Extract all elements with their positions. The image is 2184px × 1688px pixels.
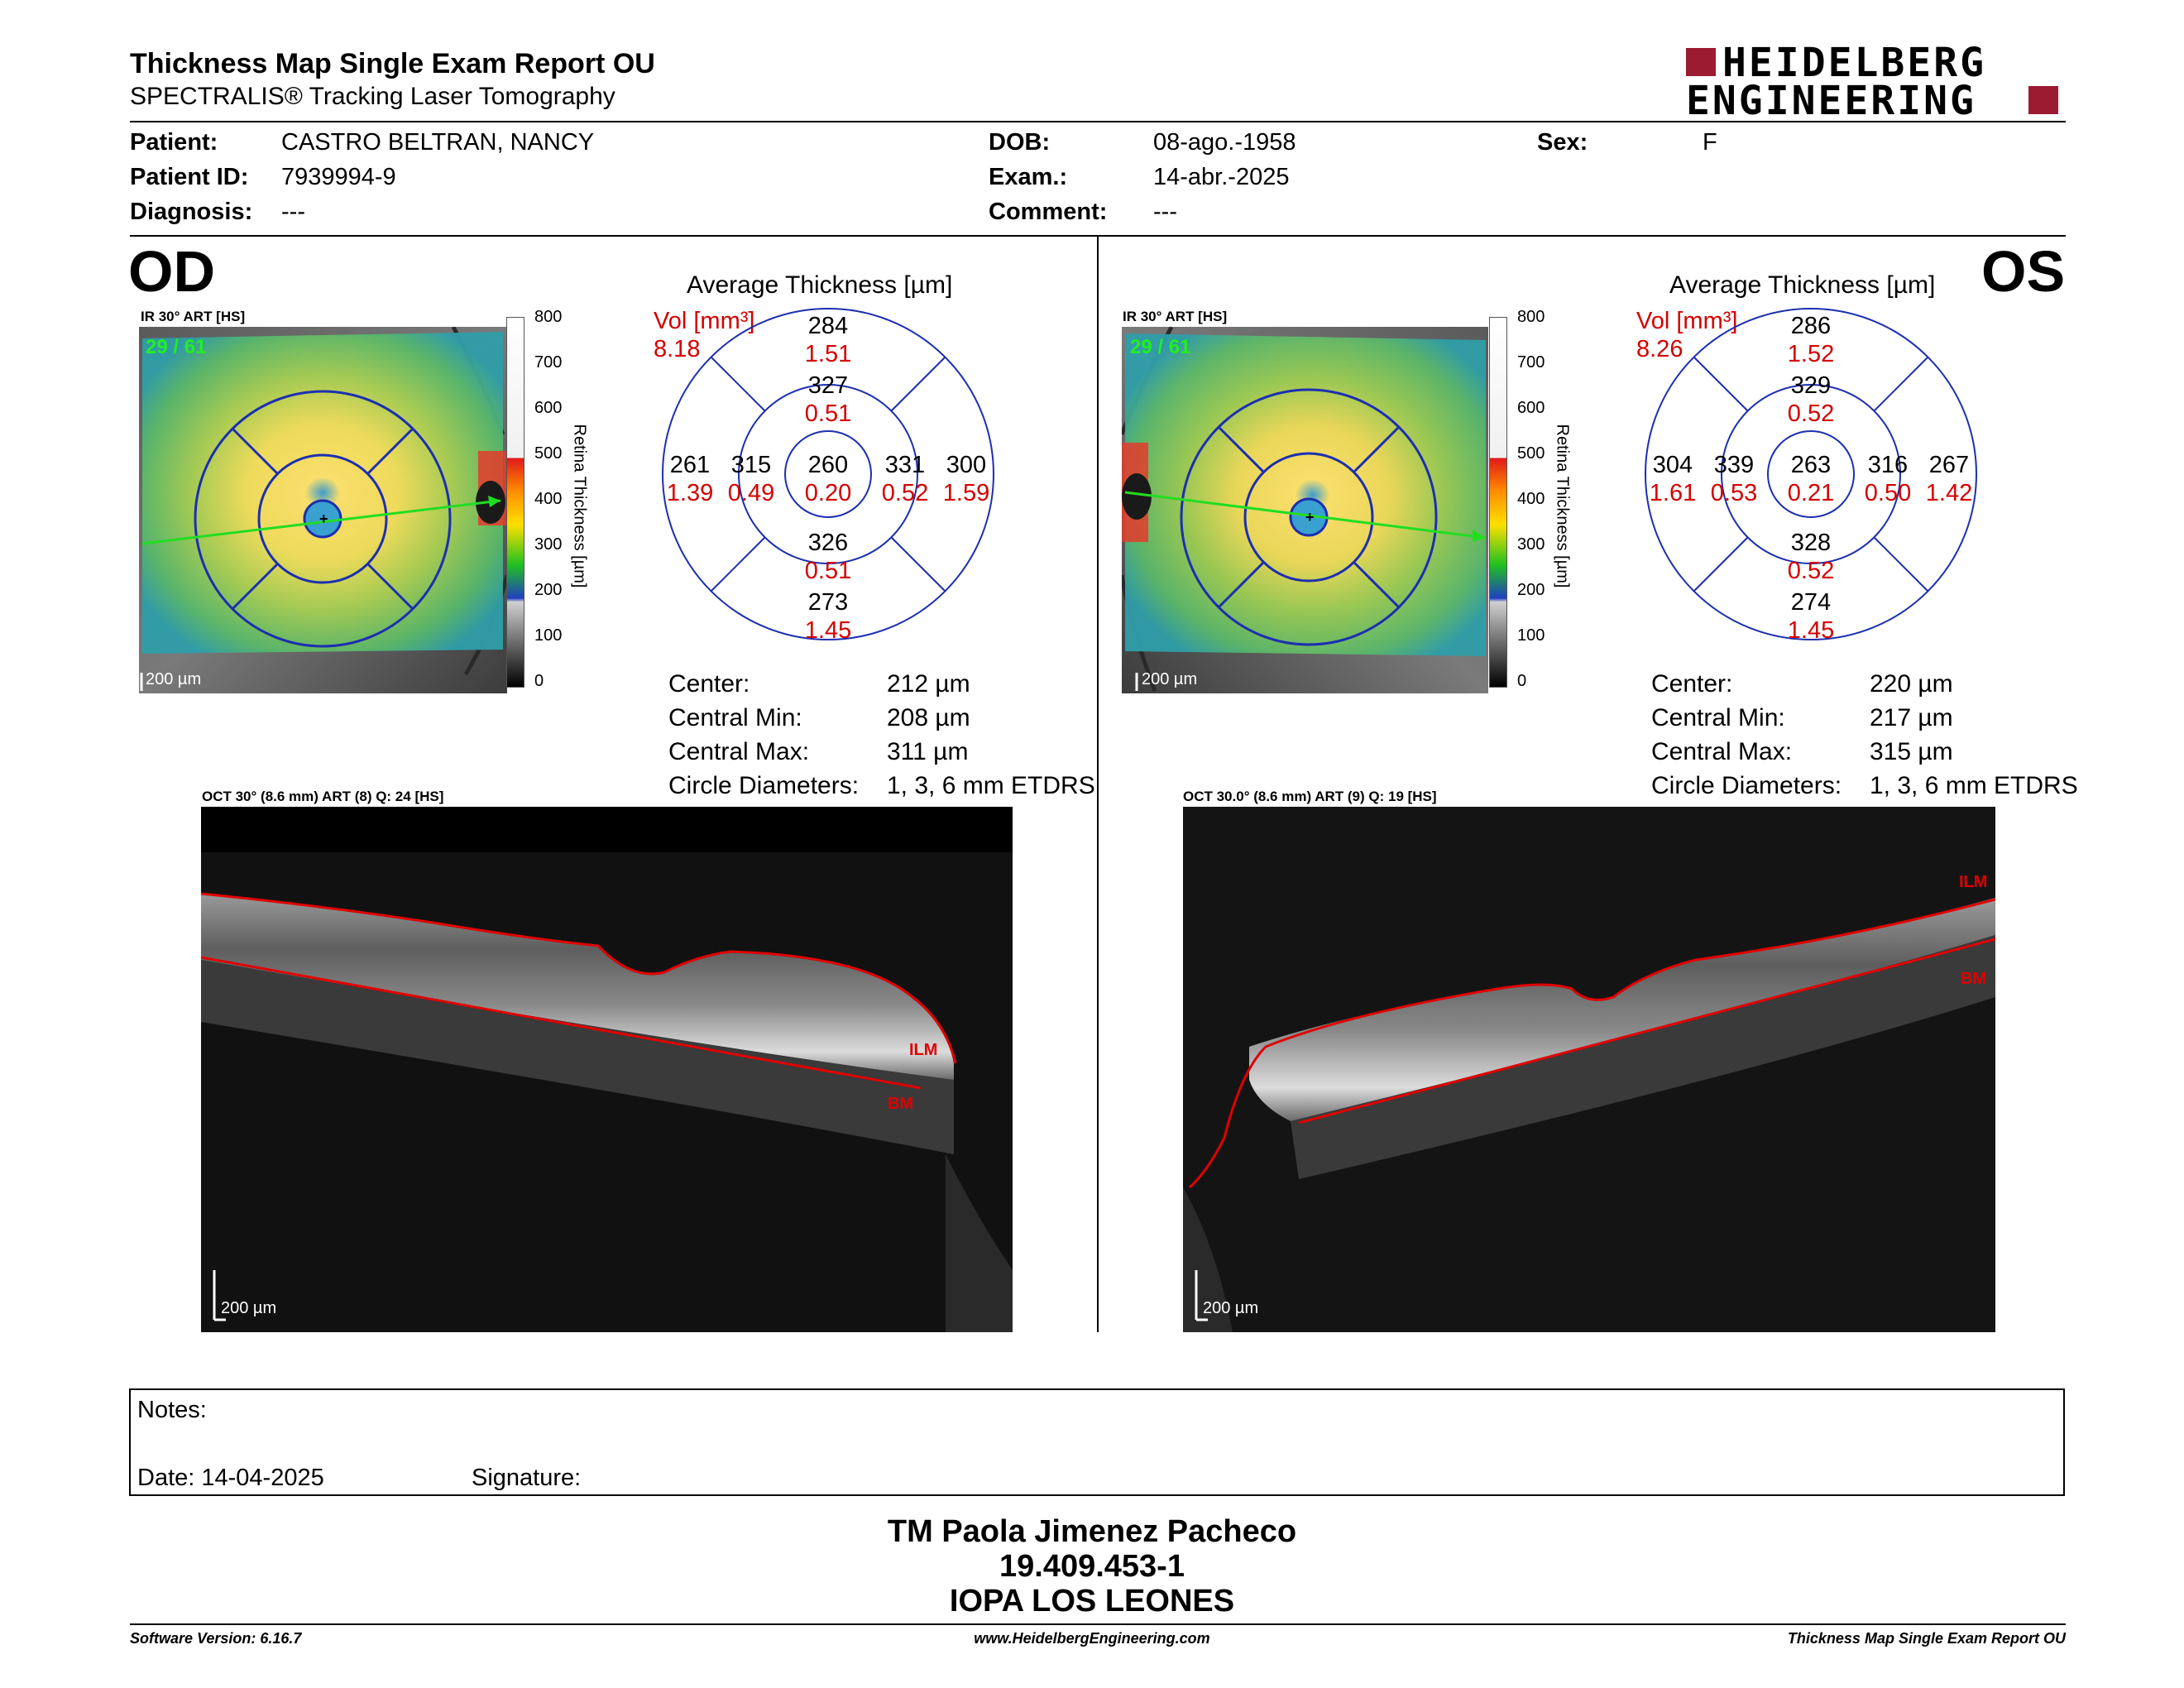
comment-value: ---: [1153, 199, 1177, 225]
software-version: Software Version: 6.16.7: [130, 1630, 302, 1647]
eye-label-od: OD: [128, 239, 215, 304]
od-max-value: 311 µm: [887, 738, 969, 765]
od-etdrs-values: 284 1.51 327 0.51 261 1.39 315 0.49 260 …: [666, 313, 990, 644]
diagnosis-value: ---: [281, 199, 305, 225]
od-etdrs-grid: [662, 308, 994, 640]
os-min-label: Central Min:: [1651, 704, 1785, 731]
od-diam-value: 1, 3, 6 mm ETDRS: [887, 772, 1095, 799]
logo-text-2: ENGINEERING: [1686, 78, 1976, 124]
os-diam-label: Circle Diameters:: [1651, 772, 1842, 799]
od-vol-value: 8.18: [654, 336, 701, 362]
os-avg-title: Average Thickness [µm]: [1669, 271, 1936, 299]
svg-text:+: +: [319, 511, 328, 527]
os-diam-value: 1, 3, 6 mm ETDRS: [1870, 772, 2078, 799]
os-colorbar-label: Retina Thickness [µm]: [1553, 424, 1572, 588]
os-oct-label: OCT 30.0° (8.6 mm) ART (9) Q: 19 [HS]: [1183, 789, 1437, 804]
os-ir-label: IR 30° ART [HS]: [1123, 309, 1228, 324]
os-thickness-map: + 200 µm 29 / 61: [1122, 327, 1488, 693]
os-max-label: Central Max:: [1651, 738, 1793, 765]
od-bm-label: BM: [888, 1095, 913, 1113]
od-colorbar-ticks: 800 700 600 500 400 300 200 100 0: [534, 308, 563, 690]
os-colorbar: [1489, 317, 1507, 688]
patient-id-value: 7939994-9: [281, 164, 396, 190]
os-map-scale: 200 µm: [1142, 670, 1197, 688]
od-colorbar: [506, 317, 524, 688]
footer-report-title: Thickness Map Single Exam Report OU: [1787, 1630, 2066, 1647]
header-divider: [130, 121, 2066, 122]
signer-institution: IOPA LOS LEONES: [949, 1584, 1235, 1618]
od-oct-label: OCT 30° (8.6 mm) ART (8) Q: 24 [HS]: [202, 789, 444, 804]
os-oct-bscan: ILM BM 200 µm: [1183, 807, 1995, 1332]
patient-id-label: Patient ID:: [130, 164, 249, 190]
svg-text:+: +: [1305, 509, 1315, 525]
report-title: Thickness Map Single Exam Report OU: [130, 48, 655, 79]
signer-name: TM Paola Jimenez Pacheco: [887, 1514, 1297, 1549]
eye-divider: [1097, 237, 1099, 1332]
patient-divider: [130, 235, 2066, 237]
os-center-label: Center:: [1651, 670, 1733, 698]
od-min-label: Central Min:: [668, 704, 802, 731]
od-colorbar-label: Retina Thickness [µm]: [570, 424, 589, 588]
footer-divider: [130, 1623, 2066, 1625]
sex-value: F: [1703, 129, 1717, 156]
os-center-value: 220 µm: [1870, 670, 1953, 698]
od-center-label: Center:: [668, 670, 750, 698]
diagnosis-label: Diagnosis:: [130, 199, 253, 225]
od-min-value: 208 µm: [887, 704, 970, 731]
comment-label: Comment:: [989, 199, 1108, 225]
signature-label: Signature:: [472, 1465, 582, 1491]
os-colorbar-ticks: 800 700 600 500 400 300 200 100 0: [1517, 308, 1545, 690]
signer-id: 19.409.453-1: [999, 1549, 1185, 1584]
dob-value: 08-ago.-1958: [1153, 129, 1296, 156]
date-label: Date: 14-04-2025: [137, 1465, 324, 1491]
sex-label: Sex:: [1537, 129, 1588, 156]
os-vol-label: Vol [mm³]: [1636, 308, 1738, 334]
od-ilm-label: ILM: [909, 1041, 937, 1059]
od-avg-title: Average Thickness [µm]: [687, 271, 953, 299]
os-max-value: 315 µm: [1870, 738, 1953, 765]
od-ir-label: IR 30° ART [HS]: [141, 309, 246, 324]
patient-label: Patient:: [130, 129, 218, 156]
os-etdrs-values: 286 1.52 329 0.52 304 1.61 339 0.53 263 …: [1649, 313, 1973, 644]
heidelberg-logo: HEIDELBERG ENGINEERING: [1686, 40, 2067, 124]
od-diam-label: Circle Diameters:: [668, 772, 860, 799]
od-thickness-map: + 200 µm 29 / 61: [139, 327, 507, 693]
dob-label: DOB:: [989, 129, 1051, 156]
patient-value: CASTRO BELTRAN, NANCY: [281, 129, 595, 156]
website-link[interactable]: www.HeidelbergEngineering.com: [974, 1630, 1210, 1647]
od-oct-scale: 200 µm: [221, 1299, 276, 1317]
os-scan-counter: 29 / 61: [1130, 336, 1190, 358]
od-oct-bscan: ILM BM 200 µm: [201, 807, 1013, 1332]
exam-value: 14-abr.-2025: [1153, 164, 1290, 190]
os-min-value: 217 µm: [1870, 704, 1953, 731]
report-subtitle: SPECTRALIS® Tracking Laser Tomography: [130, 83, 615, 110]
exam-label: Exam.:: [989, 164, 1068, 190]
os-etdrs-grid: [1645, 308, 1977, 640]
logo-text-1: HEIDELBERG: [1722, 40, 1986, 86]
eye-label-os: OS: [1981, 239, 2066, 304]
os-vol-value: 8.26: [1636, 336, 1684, 362]
od-map-scale: 200 µm: [146, 670, 201, 688]
os-ilm-label: ILM: [1959, 873, 1987, 891]
od-scan-counter: 29 / 61: [146, 336, 206, 358]
notes-box: Notes: Date: 14-04-2025 Signature:: [129, 1388, 2065, 1496]
os-oct-scale: 200 µm: [1203, 1299, 1258, 1317]
od-max-label: Central Max:: [668, 738, 810, 765]
od-vol-label: Vol [mm³]: [654, 308, 755, 334]
os-bm-label: BM: [1961, 970, 1986, 988]
od-center-value: 212 µm: [887, 670, 970, 698]
notes-label: Notes:: [137, 1397, 207, 1423]
